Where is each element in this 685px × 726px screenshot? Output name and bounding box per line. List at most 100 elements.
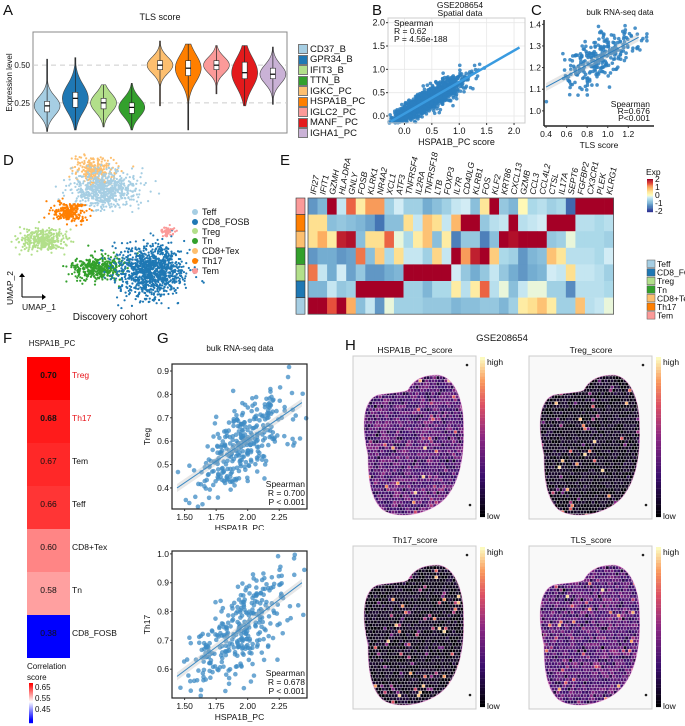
umap-point-treg xyxy=(34,226,37,230)
data-point xyxy=(400,116,405,121)
umap-point-cd8-fosb xyxy=(167,275,171,278)
heatmap-cell xyxy=(393,198,404,215)
umap-point-cd8-fosb xyxy=(157,271,160,274)
data-point xyxy=(621,49,626,53)
data-point xyxy=(458,84,463,89)
umap-point-cd8-fosb xyxy=(151,298,154,302)
umap-point-cd8-fosb xyxy=(148,280,151,283)
umap-point-tn xyxy=(71,261,74,265)
heatmap-cell xyxy=(565,214,576,232)
umap-point-cd8-tex xyxy=(100,160,103,163)
umap-point-cd8-tex xyxy=(105,162,108,165)
umap-point-cd8-fosb xyxy=(119,288,122,291)
heatmap-cell xyxy=(441,264,452,282)
umap-point-cd8-fosb xyxy=(195,275,198,279)
umap-point-cd8-tex xyxy=(76,163,79,166)
x-tick-label: 1.0 xyxy=(602,129,614,139)
umap-point-teff xyxy=(103,187,106,190)
data-point xyxy=(471,86,475,91)
umap-point-cd8-fosb xyxy=(130,267,134,270)
heatmap-cell xyxy=(546,247,557,265)
umap-point-cd8-fosb xyxy=(119,285,122,288)
umap-point-teff xyxy=(139,176,142,179)
umap-point-tn xyxy=(98,268,101,271)
umap-point-cd8-tex xyxy=(75,171,78,174)
umap-point-teff xyxy=(110,205,113,208)
umap-point-cd8-fosb xyxy=(182,270,186,274)
umap-point-teff xyxy=(144,181,147,185)
umap-point-cd8-fosb xyxy=(143,261,147,265)
umap-point-teff xyxy=(123,184,126,187)
heatmap-cell xyxy=(327,247,337,265)
umap-point-tn xyxy=(74,266,77,270)
umap-point-tn xyxy=(102,267,105,270)
heatmap-cell xyxy=(556,231,567,249)
umap-point-cd8-fosb xyxy=(173,281,176,284)
umap-point-cd8-fosb xyxy=(148,297,151,300)
umap-point-teff xyxy=(111,210,114,213)
heatmap-cell xyxy=(460,247,471,265)
umap-point-treg xyxy=(59,242,63,245)
umap-point-teff xyxy=(114,205,117,208)
umap-point-cd8-fosb xyxy=(145,294,148,297)
umap-point-cd8-fosb xyxy=(127,254,130,257)
umap-point-cd8-fosb xyxy=(179,270,183,273)
heatmap-cell xyxy=(451,264,462,282)
umap-point-th17 xyxy=(59,209,63,212)
data-point xyxy=(573,80,577,85)
umap-point-th17 xyxy=(66,206,69,209)
umap-point-tn xyxy=(101,254,104,258)
umap-point-teff xyxy=(102,203,105,206)
umap-point-teff xyxy=(114,200,117,203)
y-tick-label: 1.0 xyxy=(372,64,385,74)
umap-point-th17 xyxy=(90,209,93,212)
umap-point-teff xyxy=(122,186,125,190)
heatmap-cell xyxy=(594,198,605,215)
umap-point-tn xyxy=(126,267,129,270)
umap-point-teff xyxy=(77,174,81,178)
legend-swatch xyxy=(298,107,308,118)
umap-point-cd8-tex xyxy=(97,160,100,163)
umap-point-tn xyxy=(70,266,73,269)
heatmap-cell xyxy=(604,247,614,265)
box-iqr xyxy=(270,67,276,80)
umap-point-tn xyxy=(76,265,79,268)
umap-point-teff xyxy=(117,188,120,191)
umap-point-cd8-fosb xyxy=(142,275,145,278)
umap-point-cd8-fosb xyxy=(141,252,144,256)
umap-point-cd8-fosb xyxy=(176,266,179,270)
umap-point-cd8-fosb xyxy=(157,261,160,264)
heatmap-cell xyxy=(422,264,433,282)
umap-point-cd8-fosb xyxy=(171,292,175,295)
umap-point-tn xyxy=(78,268,81,271)
umap-point-cd8-fosb xyxy=(166,247,169,250)
umap-point-cd8-fosb xyxy=(163,248,166,251)
umap-point-teff xyxy=(114,181,117,184)
umap-point-cd8-fosb xyxy=(182,265,185,268)
umap-point-teff xyxy=(75,176,78,179)
heatmap-cell xyxy=(537,214,548,232)
umap-point-teff xyxy=(102,173,105,176)
umap-point-cd8-fosb xyxy=(163,274,166,277)
umap-point-cd8-fosb xyxy=(141,279,145,282)
umap-point-cd8-fosb xyxy=(138,301,142,304)
heatmap-cell xyxy=(470,198,481,215)
umap-point-teff xyxy=(102,185,105,188)
umap-point-cd8-fosb xyxy=(138,267,141,271)
umap-point-teff xyxy=(130,198,133,201)
umap-point-teff xyxy=(139,201,143,204)
heatmap-cell xyxy=(565,231,576,249)
umap-point-tn xyxy=(116,257,119,260)
umap-point-tn xyxy=(96,269,99,273)
umap-point-tn xyxy=(76,263,79,266)
y-tick-label: 1.1 xyxy=(530,84,541,94)
umap-point-tem xyxy=(169,233,172,236)
umap-point-teff xyxy=(61,191,65,194)
data-point xyxy=(477,62,482,67)
data-point xyxy=(422,87,427,92)
umap-point-cd8-fosb xyxy=(123,272,126,276)
x-tick-label: 1.2 xyxy=(622,129,634,139)
data-point xyxy=(581,67,585,72)
umap-point-th17 xyxy=(60,207,63,210)
